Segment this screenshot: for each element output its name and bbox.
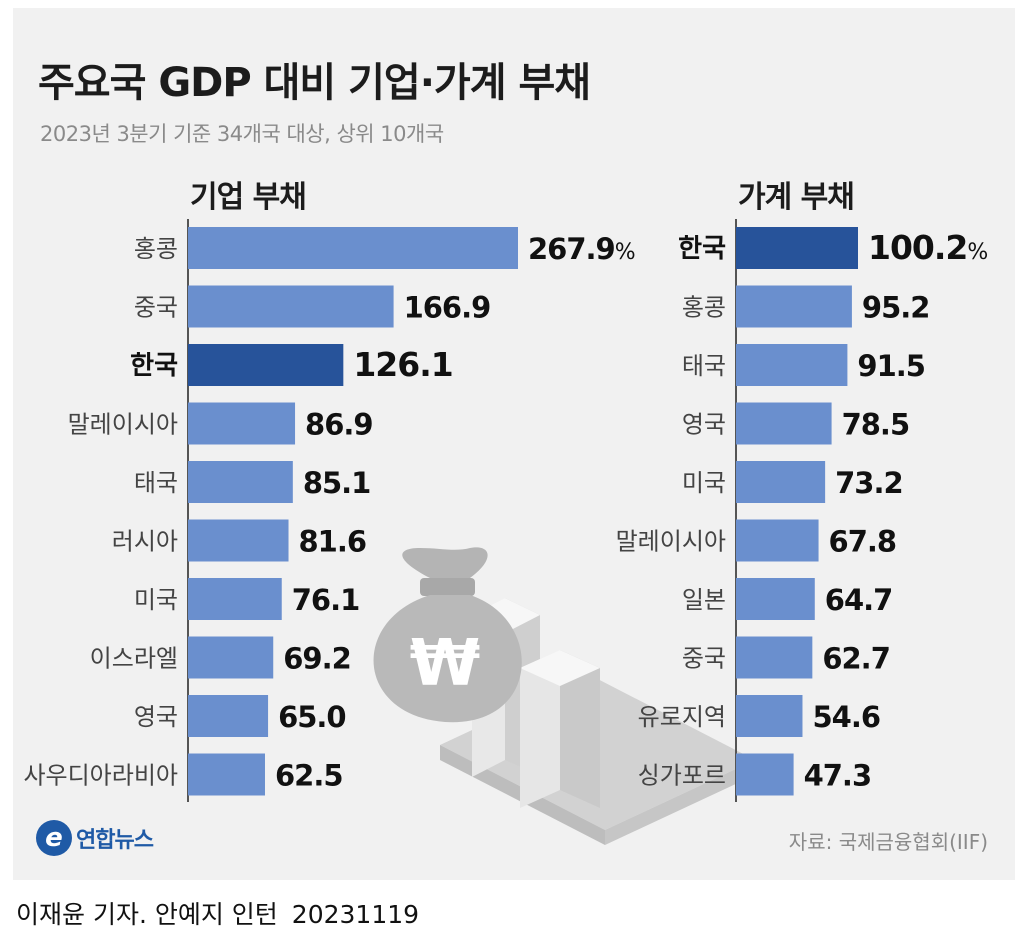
corporate-debt-category-label: 사우디아라비아 xyxy=(23,762,178,790)
corporate-debt-bar xyxy=(188,578,282,620)
household-debt-value-label: 73.2 xyxy=(835,466,903,500)
corporate-debt-value-label: 65.0 xyxy=(278,700,346,734)
corporate-debt-value-label: 166.9 xyxy=(404,291,491,325)
household-debt-category-label: 홍콩 xyxy=(682,294,726,322)
corporate-debt-category-label: 말레이시아 xyxy=(68,411,178,439)
household-debt-bar xyxy=(736,636,813,679)
corporate-debt-category-label: 홍콩 xyxy=(134,235,178,263)
corporate-debt-category-label: 중국 xyxy=(134,294,178,322)
money-bag-buildings-illustration: ₩ xyxy=(373,547,755,845)
household-debt-bar xyxy=(736,578,815,620)
household-debt-value-label: 78.5 xyxy=(842,408,910,442)
household-debt-category-label: 미국 xyxy=(682,469,726,497)
corporate-debt-value-label: 267.9% xyxy=(528,232,635,266)
corporate-debt-bar xyxy=(188,227,518,269)
household-debt-category-label: 싱가포르 xyxy=(638,762,726,790)
household-debt-category-label: 중국 xyxy=(682,645,726,673)
corporate-debt-bar xyxy=(188,636,274,679)
household-debt-bar xyxy=(736,285,852,328)
page-title: 주요국 GDP 대비 기업·가계 부채 xyxy=(38,60,591,106)
household-debt-bar xyxy=(736,519,819,562)
household-debt-category-label: 말레이시아 xyxy=(616,528,726,556)
household-debt-value-label: 62.7 xyxy=(822,642,890,676)
household-debt-category-label: 태국 xyxy=(682,352,726,380)
corporate-debt-bar xyxy=(188,285,394,328)
household-debt-value-label: 100.2% xyxy=(868,228,987,267)
corporate-debt-heading: 기업 부채 xyxy=(190,180,307,215)
corporate-debt-bar xyxy=(188,344,344,386)
household-debt-heading: 가계 부채 xyxy=(738,180,855,215)
corporate-debt-category-label: 러시아 xyxy=(112,528,178,556)
yonhap-logo-mark: e xyxy=(36,820,72,856)
household-debt-category-label: 유로지역 xyxy=(638,703,726,731)
household-debt-unit-label: % xyxy=(967,240,987,265)
corporate-debt-value-label: 62.5 xyxy=(275,759,343,793)
household-debt-category-label: 한국 xyxy=(678,234,726,264)
household-debt-bar xyxy=(736,344,848,386)
byline-date: 20231119 xyxy=(291,900,420,929)
yonhap-logo: e 연합뉴스 xyxy=(36,820,154,856)
household-debt-category-label: 일본 xyxy=(682,586,726,614)
corporate-debt-chart: 홍콩 267.9% 중국 166.9 한국 126.1 말레이시아 86.9 태국 85.1 러시아… xyxy=(23,219,636,802)
household-debt-value-label: 67.8 xyxy=(829,525,897,559)
household-debt-chart: 한국 100.2% 홍콩 95.2 태국 91.5 영국 78.5 미국 73.2 말레이시아 67.… xyxy=(616,219,988,802)
household-debt-value-label: 64.7 xyxy=(825,583,893,617)
corporate-debt-value-label: 85.1 xyxy=(303,466,371,500)
corporate-debt-value-label: 86.9 xyxy=(305,408,373,442)
household-debt-bar xyxy=(736,402,832,445)
household-debt-bar xyxy=(736,227,858,269)
corporate-debt-bar xyxy=(188,519,289,562)
yonhap-logo-text: 연합뉴스 xyxy=(76,828,154,853)
page-subtitle: 2023년 3분기 기준 34개국 대상, 상위 10개국 xyxy=(40,122,444,146)
corporate-debt-category-label: 이스라엘 xyxy=(90,645,178,673)
corporate-debt-value-label: 76.1 xyxy=(292,583,360,617)
svg-text:₩: ₩ xyxy=(410,627,481,701)
household-debt-bar xyxy=(736,753,794,796)
corporate-debt-unit-label: % xyxy=(615,240,635,265)
byline: 이재윤 기자. 안예지 인턴 20231119 xyxy=(16,895,419,931)
source-note: 자료: 국제금융협회(IIF) xyxy=(788,830,988,854)
corporate-debt-category-label: 영국 xyxy=(134,703,178,731)
corporate-debt-bar xyxy=(188,753,265,796)
corporate-debt-value-label: 81.6 xyxy=(299,525,367,559)
household-debt-value-label: 47.3 xyxy=(804,759,872,793)
corporate-debt-bar xyxy=(188,461,293,503)
household-debt-bar xyxy=(736,461,826,503)
household-debt-value-label: 54.6 xyxy=(812,700,880,734)
household-debt-bar xyxy=(736,695,803,737)
household-debt-value-label: 95.2 xyxy=(862,291,930,325)
corporate-debt-bar xyxy=(188,402,296,445)
corporate-debt-category-label: 한국 xyxy=(130,351,178,381)
byline-authors: 이재윤 기자. 안예지 인턴 xyxy=(16,900,278,929)
corporate-debt-value-label: 126.1 xyxy=(353,345,452,384)
corporate-debt-category-label: 태국 xyxy=(134,469,178,497)
corporate-debt-bar xyxy=(188,695,269,737)
corporate-debt-value-label: 69.2 xyxy=(283,642,351,676)
household-debt-value-label: 91.5 xyxy=(857,349,925,383)
household-debt-category-label: 영국 xyxy=(682,411,726,439)
corporate-debt-category-label: 미국 xyxy=(134,586,178,614)
